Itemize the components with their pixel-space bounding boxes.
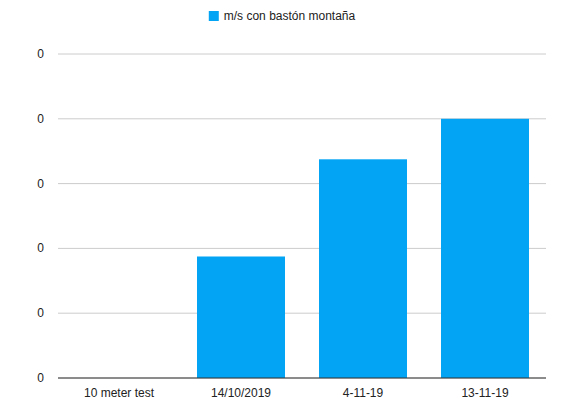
bar	[197, 257, 285, 379]
x-tick-label: 14/10/2019	[211, 386, 271, 400]
legend-swatch	[209, 11, 219, 21]
x-axis-line	[58, 378, 546, 379]
grid-line	[58, 54, 546, 55]
legend: m/s con bastón montaña	[209, 9, 356, 23]
x-tick-label: 13-11-19	[461, 386, 508, 400]
grid-line	[58, 378, 546, 379]
x-tick-label: 10 meter test	[84, 386, 155, 400]
y-tick-label: 0	[37, 47, 44, 61]
bar	[441, 119, 529, 378]
y-tick-label: 0	[37, 112, 44, 126]
x-tick-label: 4-11-19	[343, 386, 384, 400]
y-tick-label: 0	[37, 241, 44, 255]
bar	[319, 159, 407, 378]
y-tick-label: 0	[37, 371, 44, 385]
y-tick-label: 0	[37, 306, 44, 320]
bars	[197, 119, 529, 378]
legend-label: m/s con bastón montaña	[224, 9, 356, 23]
y-tick-label: 0	[37, 177, 44, 191]
chart: 0 0 0 0 0 0 10 meter test 14/10/2019 4-11-19 13-1…	[0, 0, 564, 418]
